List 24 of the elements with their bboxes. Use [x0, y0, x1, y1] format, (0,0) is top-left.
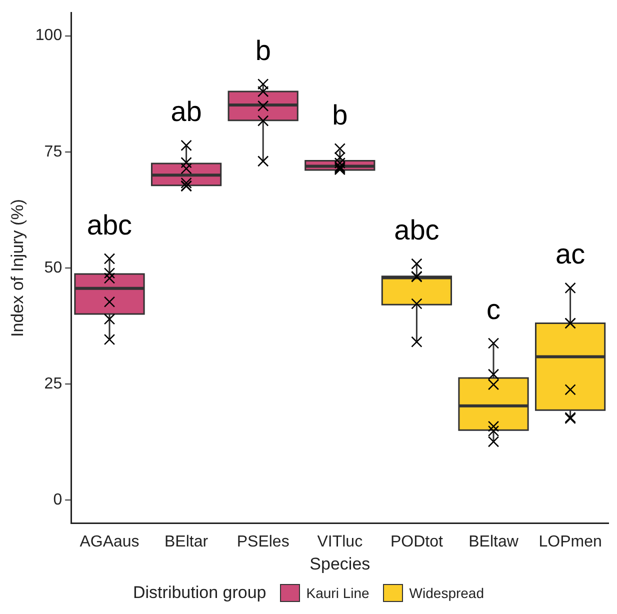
legend-label: Widespread: [409, 585, 484, 601]
y-tick-label: 0: [53, 492, 62, 509]
annotation: abc: [86, 209, 132, 240]
y-tick-label: 50: [44, 259, 62, 276]
legend-label: Kauri Line: [306, 585, 370, 601]
x-axis-title: Species: [310, 554, 370, 574]
annotation: c: [486, 294, 500, 325]
annotation: ac: [556, 238, 586, 270]
x-tick-label: BEltar: [164, 533, 209, 550]
legend-title: Distribution group: [133, 583, 266, 603]
y-tick-label: 25: [44, 375, 62, 392]
annotation: b: [255, 34, 271, 66]
x-tick-label: PODtot: [390, 533, 444, 550]
annotation: abc: [394, 214, 440, 246]
y-axis-title: Index of Injury (%): [8, 199, 27, 337]
annotation: b: [332, 99, 348, 130]
x-tick-label: BEltaw: [468, 533, 519, 550]
annotation: ab: [170, 96, 202, 128]
y-tick-label: 75: [44, 143, 62, 160]
x-tick-label: AGAaus: [80, 533, 140, 550]
x-tick-label: LOPmen: [538, 533, 602, 550]
x-tick-label: VITluc: [317, 533, 363, 550]
x-tick-label: PSEles: [236, 533, 290, 550]
y-tick-label: 100: [35, 27, 62, 44]
